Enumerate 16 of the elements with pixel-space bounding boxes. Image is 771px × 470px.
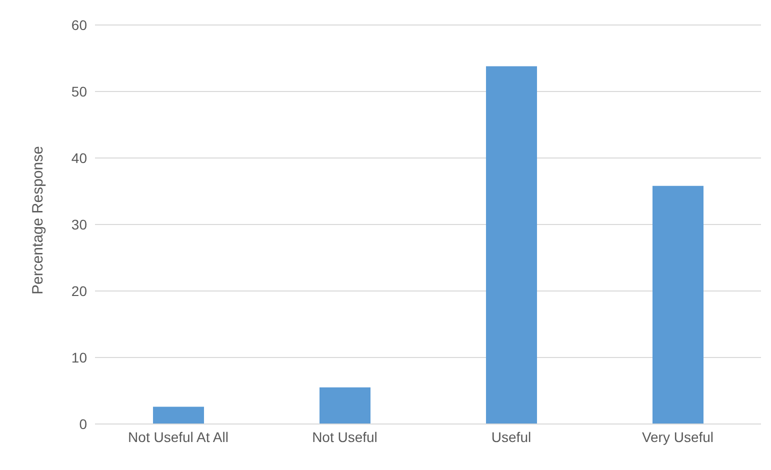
y-tick-label: 30: [71, 216, 88, 232]
bar: [652, 186, 704, 424]
bar: [320, 387, 370, 424]
x-tick-label: Useful: [491, 428, 532, 445]
x-tick-label: Not Useful At All: [128, 428, 228, 445]
x-tick-label: Not Useful: [312, 428, 378, 445]
y-tick-label: 50: [71, 83, 88, 100]
y-tick-label: 60: [71, 16, 88, 33]
bar: [486, 66, 537, 424]
bar: [153, 406, 204, 424]
y-tick-label: 0: [79, 416, 88, 432]
x-tick-label: Very Useful: [642, 428, 714, 445]
y-tick-label: 40: [71, 150, 88, 166]
y-axis-title: Percentage Response: [29, 146, 46, 294]
y-tick-label: 10: [71, 349, 88, 366]
y-tick-label: 20: [71, 282, 88, 299]
